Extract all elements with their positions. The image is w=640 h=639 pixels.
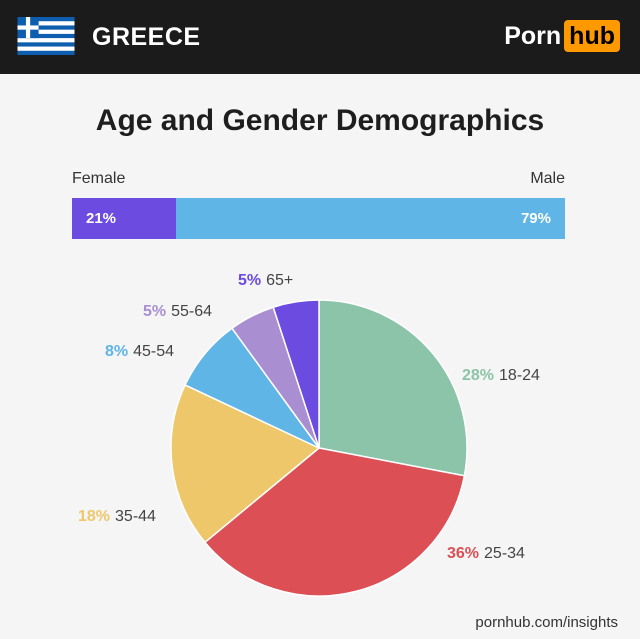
pie-slice-18-24 <box>318 299 468 477</box>
female-bar-segment: 21% <box>72 198 176 239</box>
slice-label-18-24: 28% 18-24 <box>462 367 540 385</box>
logo-text-right: hub <box>564 20 620 52</box>
pie-slice-65-plus <box>272 299 320 449</box>
slice-pct: 28% <box>462 367 495 384</box>
slice-category: 18-24 <box>499 367 540 384</box>
slice-pct: 8% <box>105 343 129 360</box>
slice-category: 25-34 <box>484 545 525 562</box>
slice-label-55-64: 5% 55-64 <box>143 303 212 321</box>
slice-pct: 36% <box>447 545 480 562</box>
slice-label-25-34: 36% 25-34 <box>447 545 525 563</box>
pie-slice-25-34 <box>203 447 466 597</box>
slice-label-45-54: 8% 45-54 <box>105 343 174 361</box>
header-bar: GREECE Porn hub <box>0 0 640 74</box>
slice-label-35-44: 18% 35-44 <box>78 508 156 526</box>
slice-category: 45-54 <box>133 343 175 360</box>
female-pct: 21% <box>86 210 117 227</box>
logo-text-left: Porn <box>504 21 562 50</box>
slice-category: 35-44 <box>115 508 156 525</box>
greece-flag-icon <box>17 17 75 55</box>
pornhub-logo: Porn hub <box>504 20 620 52</box>
chart-title: Age and Gender Demographics <box>95 104 545 137</box>
slice-label-65-plus: 5% 65+ <box>238 272 293 290</box>
slice-category: 65+ <box>266 272 294 289</box>
slice-pct: 5% <box>143 303 167 320</box>
female-label: Female <box>72 170 126 187</box>
male-label: Male <box>530 170 565 187</box>
country-name: GREECE <box>92 23 201 51</box>
slice-pct: 18% <box>78 508 111 525</box>
pie-slice-35-44 <box>170 383 321 544</box>
gender-bar: 21% 79% <box>72 198 565 239</box>
male-pct: 79% <box>520 210 551 227</box>
slice-pct: 5% <box>238 272 262 289</box>
male-bar-segment: 79% <box>175 198 565 239</box>
slice-category: 55-64 <box>171 303 213 320</box>
source-footer: pornhub.com/insights <box>475 614 618 631</box>
